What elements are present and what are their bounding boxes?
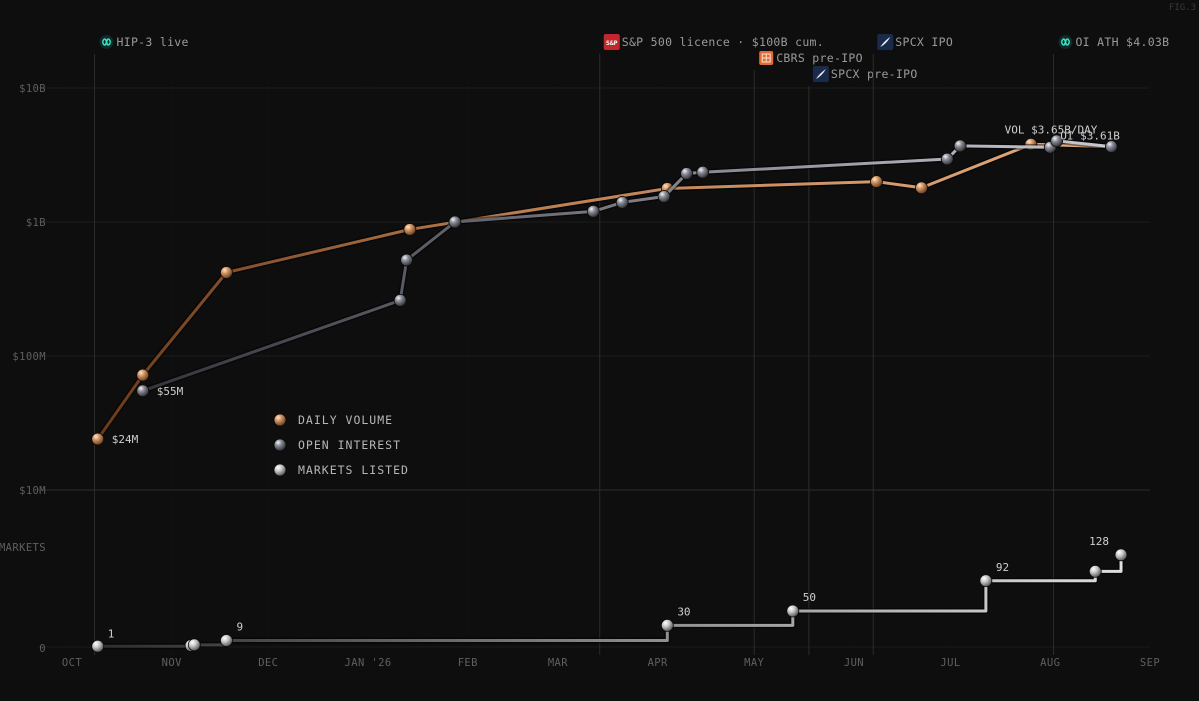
event-label: SPCX pre-IPO: [831, 67, 918, 81]
markets-listed-point: [91, 639, 105, 653]
markets-listed-line-shadow: [97, 554, 1125, 650]
markets-listed-data-label: 1: [108, 627, 115, 640]
data-label-layer: 1 9 30 50 92 128 $24M VOL $3.65B/DAY $55M OI $3.6…: [108, 124, 1120, 641]
x-tick-label: OCT: [62, 657, 82, 669]
y-tick-label: $10B: [19, 83, 46, 95]
open-interest-point: [680, 167, 694, 180]
open-interest-line-shadow: [141, 137, 1112, 394]
x-tick-label: DEC: [258, 657, 278, 669]
markets-listed-point: [660, 619, 674, 632]
series-layer: [91, 134, 1128, 653]
open-interest-point: [136, 384, 150, 398]
legend-swatch: [273, 438, 287, 452]
markets-listed-data-label: 92: [996, 561, 1009, 574]
daily-volume-line-shadow: [95, 141, 1112, 441]
sp-logo-text: S&P: [606, 39, 618, 47]
event-label: S&P 500 licence · $100B cum.: [622, 35, 824, 49]
open-interest-point: [953, 139, 967, 153]
spcx-logo-mark: [815, 69, 826, 79]
daily-volume-point: [915, 181, 928, 195]
open-interest-point: [448, 215, 462, 229]
open-interest-point: [657, 190, 671, 203]
event-label: SPCX IPO: [895, 35, 953, 49]
markets-listed-data-label: 128: [1089, 535, 1109, 548]
markets-axis-label: MARKETS: [0, 542, 46, 554]
x-tick-label: SEP: [1140, 657, 1160, 669]
legend-label: DAILY VOLUME: [298, 413, 393, 427]
x-tick-label: NOV: [162, 657, 182, 669]
markets-listed-data-label: 9: [236, 621, 243, 634]
markets-listed-point: [1088, 565, 1102, 578]
daily-volume-line: [96, 142, 1113, 441]
markets-listed-line: [96, 553, 1123, 648]
open-interest-point: [586, 204, 600, 218]
y-tick-label: $100M: [12, 351, 46, 363]
legend-label: MARKETS LISTED: [298, 463, 409, 477]
x-tick-label: AUG: [1040, 657, 1060, 669]
markets-listed-point: [187, 638, 201, 652]
x-tick-label: JUL: [940, 657, 960, 669]
markets-listed-point: [1114, 548, 1128, 562]
spcx-logo-icon: [812, 66, 829, 82]
daily-volume-point: [91, 432, 105, 446]
open-interest-point: [940, 152, 954, 166]
markets-listed-data-label: 30: [677, 605, 690, 618]
spcx-logo-mark: [880, 37, 891, 47]
legend-swatch: [273, 413, 287, 427]
event-label: CBRS pre-IPO: [776, 51, 863, 65]
open-interest-point: [400, 253, 414, 267]
axis-labels: $10B $1B $100M $10M 0 MARKETS OCT NOV DEC JAN '26…: [0, 83, 1160, 669]
open-interest-line: [141, 139, 1113, 393]
open-interest-data-label: $55M: [157, 385, 184, 398]
open-interest-point: [615, 196, 629, 209]
markets-listed-point: [979, 574, 993, 588]
hyperliquid-logo-mark: [101, 38, 112, 46]
sp-logo-bg: [603, 34, 620, 50]
daily-volume-point: [403, 223, 417, 236]
y-tick-label: $10M: [19, 485, 46, 497]
figure-tag: FIG.3: [1169, 3, 1196, 13]
hyperliquid-logo-mark: [1060, 38, 1071, 46]
x-tick-label: FEB: [458, 657, 478, 669]
grid-logo-mark: [761, 53, 771, 63]
x-tick-label: JAN '26: [345, 657, 392, 669]
daily-volume-point: [870, 175, 883, 189]
markets-listed-data-label: 50: [803, 591, 816, 604]
legend-label: OPEN INTEREST: [298, 438, 401, 452]
open-interest-point: [696, 165, 710, 179]
daily-volume-data-label: VOL $3.65B/DAY: [1005, 124, 1098, 137]
event-label: OI ATH $4.03B: [1075, 35, 1169, 49]
event-layer: HIP-3 live S&P S&P 500 licence · $100B cum…: [94, 34, 1169, 655]
daily-volume-data-label: $24M: [112, 433, 139, 446]
x-tick-label: APR: [648, 657, 668, 669]
spcx-logo-icon: [877, 34, 894, 50]
markets-listed-point: [220, 634, 233, 647]
hyperliquid-logo-icon: [99, 35, 114, 49]
open-interest-point: [393, 293, 407, 307]
y-tick-label: $1B: [26, 217, 46, 229]
x-tick-label: MAR: [548, 657, 568, 669]
open-interest-point: [1050, 134, 1064, 148]
daily-volume-point: [136, 368, 150, 382]
event-label: HIP-3 live: [117, 35, 189, 49]
open-interest-point: [1104, 140, 1118, 154]
grid-logo-icon: [759, 51, 774, 65]
markets-zero-label: 0: [39, 643, 46, 655]
hyperliquid-logo-icon: [1058, 35, 1073, 49]
legend: DAILY VOLUME OPEN INTEREST MARKETS LISTED: [273, 413, 409, 477]
x-tick-label: JUN: [844, 657, 864, 669]
legend-swatch: [273, 463, 287, 477]
daily-volume-point: [220, 266, 233, 279]
markets-listed-point: [786, 604, 800, 618]
open-interest-data-label: OI $3.61B: [1060, 129, 1120, 142]
x-tick-label: MAY: [744, 657, 764, 669]
sp-logo-icon: S&P: [603, 34, 620, 50]
